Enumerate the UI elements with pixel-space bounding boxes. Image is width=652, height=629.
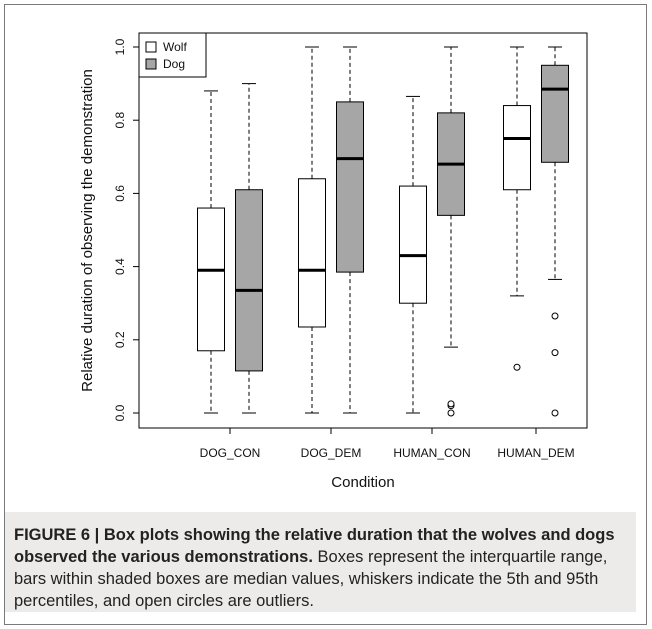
iqr-box: [503, 105, 531, 191]
caption-background: [5, 512, 636, 612]
iqr-box: [399, 185, 427, 304]
box-plot-chart: 0.0 0.2 0.4 0.6 0.8 1.0 DOG_CON DOG_DEM HUMAN_CO…: [79, 32, 588, 491]
y-tick-label: 0.6: [113, 185, 127, 202]
y-tick-label: 0.8: [113, 112, 127, 129]
legend-label-wolf: Wolf: [163, 40, 187, 54]
box-dog-human_dem: [541, 46, 569, 417]
caption-body: Boxes represent the interquartile range,…: [14, 548, 608, 610]
outlier-point: [513, 363, 521, 371]
x-axis-label: Condition: [331, 474, 394, 491]
box-wolf-dog_dem: [298, 46, 326, 414]
legend-label-dog: Dog: [163, 57, 185, 71]
y-tick-label: 0.4: [113, 258, 127, 275]
iqr-box: [235, 189, 263, 372]
legend-swatch-dog: [145, 58, 157, 70]
outlier-point: [447, 400, 455, 408]
y-tick-label: 1.0: [113, 38, 127, 55]
iqr-box: [298, 178, 326, 328]
box-dog-human_con: [437, 46, 465, 417]
x-tick-label: DOG_CON: [200, 446, 261, 460]
iqr-box: [336, 101, 364, 273]
box-dog-dog_con: [235, 83, 263, 414]
plot-frame: [138, 32, 588, 429]
x-tick-label: HUMAN_DEM: [497, 446, 574, 460]
iqr-box: [197, 207, 225, 352]
y-tick-label: 0.0: [113, 404, 127, 421]
legend: Wolf Dog: [138, 32, 207, 78]
x-tick-label: HUMAN_CON: [393, 446, 470, 460]
box-wolf-human_dem: [503, 46, 531, 371]
outlier-point: [551, 409, 559, 417]
outlier-point: [447, 409, 455, 417]
legend-box: [138, 32, 207, 78]
box-wolf-dog_con: [197, 90, 225, 414]
y-axis-label: Relative duration of observing the demon…: [79, 69, 96, 392]
iqr-box: [541, 64, 569, 163]
outlier-point: [551, 349, 559, 357]
box-wolf-human_con: [399, 95, 427, 414]
axes: 0.0 0.2 0.4 0.6 0.8 1.0 DOG_CON DOG_DEM HUMAN_CO…: [113, 38, 575, 460]
caption-lead: FIGURE 6 | Box plots showing the relativ…: [14, 526, 615, 566]
x-tick-label: DOG_DEM: [301, 446, 362, 460]
y-tick-label: 0.2: [113, 331, 127, 348]
plot-area: [138, 32, 588, 429]
figure-caption: FIGURE 6 | Box plots showing the relativ…: [14, 524, 629, 612]
box-dog-dog_dem: [336, 46, 364, 414]
outlier-point: [551, 312, 559, 320]
legend-swatch-wolf: [145, 41, 157, 53]
